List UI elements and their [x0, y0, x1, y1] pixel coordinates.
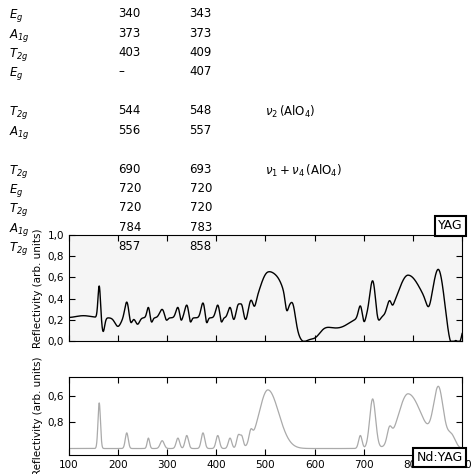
Text: 858: 858: [190, 240, 212, 253]
Text: 720: 720: [190, 182, 212, 195]
Text: $T_\mathregular{2g}$: $T_\mathregular{2g}$: [9, 46, 29, 63]
Text: 340: 340: [118, 7, 141, 20]
Text: 720: 720: [118, 201, 141, 214]
Y-axis label: Reflectivity (arb. units): Reflectivity (arb. units): [33, 228, 43, 348]
Text: 403: 403: [118, 46, 141, 59]
Text: 720: 720: [118, 182, 141, 195]
Text: 857: 857: [118, 240, 141, 253]
Text: 343: 343: [190, 7, 212, 20]
Text: 407: 407: [190, 65, 212, 78]
Text: $T_\mathregular{2g}$: $T_\mathregular{2g}$: [9, 240, 29, 257]
Text: $\nu_2\,(\mathrm{AlO}_4)$: $\nu_2\,(\mathrm{AlO}_4)$: [265, 104, 316, 120]
Text: 557: 557: [190, 124, 212, 137]
Text: 409: 409: [190, 46, 212, 59]
Text: Nd:YAG: Nd:YAG: [416, 451, 463, 464]
Text: 556: 556: [118, 124, 141, 137]
Text: $A_\mathregular{1g}$: $A_\mathregular{1g}$: [9, 27, 30, 44]
Text: 373: 373: [118, 27, 141, 39]
Text: –: –: [118, 65, 124, 78]
Text: 784: 784: [118, 221, 141, 234]
Text: $T_\mathregular{2g}$: $T_\mathregular{2g}$: [9, 201, 29, 219]
Text: YAG: YAG: [438, 219, 463, 233]
Text: 720: 720: [190, 201, 212, 214]
Text: 690: 690: [118, 163, 141, 175]
Text: $A_\mathregular{1g}$: $A_\mathregular{1g}$: [9, 221, 30, 238]
Text: $A_\mathregular{1g}$: $A_\mathregular{1g}$: [9, 124, 30, 141]
Text: 693: 693: [190, 163, 212, 175]
Text: $\nu_1+\nu_4\,(\mathrm{AlO}_4)$: $\nu_1+\nu_4\,(\mathrm{AlO}_4)$: [265, 163, 343, 179]
Y-axis label: Reflectivity (arb. units): Reflectivity (arb. units): [33, 356, 43, 474]
Text: 783: 783: [190, 221, 212, 234]
Text: 544: 544: [118, 104, 141, 117]
Text: $E_\mathregular{g}$: $E_\mathregular{g}$: [9, 7, 24, 24]
Text: $E_\mathregular{g}$: $E_\mathregular{g}$: [9, 182, 24, 199]
Text: 373: 373: [190, 27, 212, 39]
Text: $E_\mathregular{g}$: $E_\mathregular{g}$: [9, 65, 24, 82]
Text: 548: 548: [190, 104, 212, 117]
Text: $T_\mathregular{2g}$: $T_\mathregular{2g}$: [9, 104, 29, 121]
Text: $T_\mathregular{2g}$: $T_\mathregular{2g}$: [9, 163, 29, 180]
